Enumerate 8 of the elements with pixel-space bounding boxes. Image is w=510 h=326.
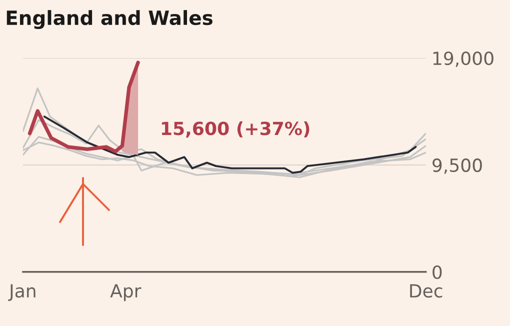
x-tick-label: Jan <box>8 284 36 302</box>
y-tick-label: 9,500 <box>432 158 482 174</box>
x-tick-label: Apr <box>110 284 142 302</box>
chart-title: England and Wales <box>6 10 212 30</box>
x-tick-label: Dec <box>410 284 442 298</box>
y-tick-label: 0 <box>432 265 442 279</box>
y-tick-label: 19,000 <box>433 51 494 67</box>
annotation: 15,600 (+37%) <box>162 121 310 138</box>
